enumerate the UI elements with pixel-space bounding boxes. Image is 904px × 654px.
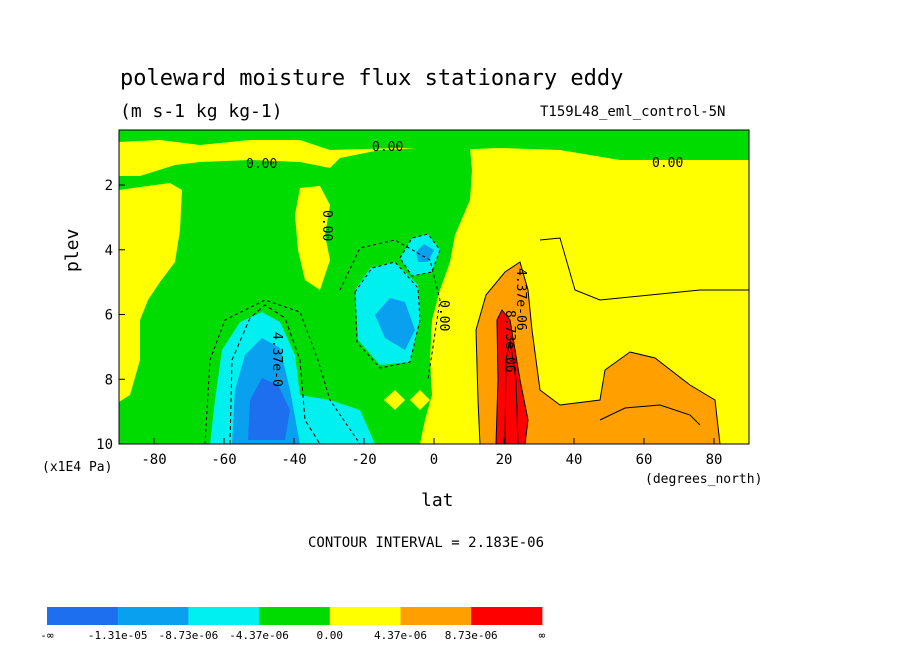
colorbar-swatch — [117, 607, 189, 625]
contour-label: 0.00 — [436, 300, 451, 331]
x-tick-label: 40 — [566, 452, 583, 468]
colorbar-swatch — [47, 607, 119, 625]
colorbar-label: -1.31e-05 — [88, 629, 148, 642]
band-top-green — [119, 130, 749, 160]
colorbar-label: 4.37e-06 — [374, 629, 427, 642]
pocket-positive-bottom — [384, 390, 430, 410]
contour-label: 4.37e-06 — [513, 268, 528, 331]
contour-label: 0.00 — [246, 157, 277, 172]
band-negative-strong-upper — [416, 244, 434, 262]
y-tick-label: 8 — [105, 372, 113, 388]
colorbar-label: -∞ — [40, 629, 54, 642]
colorbar-swatch — [329, 607, 401, 625]
x-tick-label: -60 — [211, 452, 236, 468]
filled-contours — [119, 130, 749, 444]
contour-lines — [204, 233, 749, 444]
y-tick-label: 2 — [105, 178, 113, 194]
colorbar-swatch — [259, 607, 331, 625]
colorbar-label: -8.73e-06 — [159, 629, 219, 642]
x-tick-label: 0 — [430, 452, 438, 468]
x-axis-label: lat — [421, 490, 454, 511]
y-axis-units: (x1E4 Pa) — [42, 460, 113, 475]
contour-label: 8.73e-06 — [502, 310, 517, 373]
x-tick-label: -40 — [281, 452, 306, 468]
contour-label: 4.37e-0 — [269, 332, 284, 387]
y-tick-label: 4 — [105, 243, 113, 259]
colorbar-swatch — [400, 607, 472, 625]
y-tick-label: 6 — [105, 308, 113, 324]
contour-label: 0.00 — [652, 156, 683, 171]
contour-label: 0.00 — [372, 140, 403, 155]
x-tick-label: 60 — [636, 452, 653, 468]
run-id: T159L48_eml_control-5N — [540, 104, 726, 120]
pocket-positive — [295, 186, 330, 290]
x-tick-label: 20 — [496, 452, 513, 468]
band-positive-mid — [476, 262, 720, 444]
band-negative-max-left — [248, 378, 290, 440]
colorbar-label: 8.73e-06 — [445, 629, 498, 642]
contour-interval: CONTOUR INTERVAL = 2.183E-06 — [308, 535, 545, 551]
colorbar-label: 0.00 — [317, 629, 344, 642]
band-negative-small — [119, 148, 472, 444]
colorbar-label: -4.37e-06 — [229, 629, 289, 642]
contour-label-group: 0.00 0.00 0.00 0.00 0.00 4.37e-06 8.73e-… — [246, 140, 683, 387]
y-axis-ticks: 2 4 6 8 10 — [96, 178, 125, 453]
colorbar-swatch — [188, 607, 260, 625]
band-negative-strong-center — [375, 298, 415, 350]
x-axis-ticks: -80 -60 -40 -20 0 20 40 60 80 — [141, 438, 722, 468]
x-tick-label: -80 — [141, 452, 166, 468]
colorbar: -∞ -1.31e-05 -8.73e-06 -4.37e-06 0.00 4.37e-0… — [40, 607, 546, 642]
band-positive-strong — [496, 310, 528, 444]
colorbar-swatch — [471, 607, 543, 625]
chart-units: (m s-1 kg kg-1) — [120, 101, 283, 122]
chart-title: poleward moisture flux stationary eddy — [120, 66, 624, 91]
colorbar-label: ∞ — [539, 629, 546, 642]
x-tick-label: 80 — [706, 452, 723, 468]
contour-label: 0.00 — [319, 210, 334, 241]
x-axis-units: (degrees_north) — [645, 472, 763, 487]
x-tick-label: -20 — [351, 452, 376, 468]
y-tick-label: 10 — [96, 437, 113, 453]
